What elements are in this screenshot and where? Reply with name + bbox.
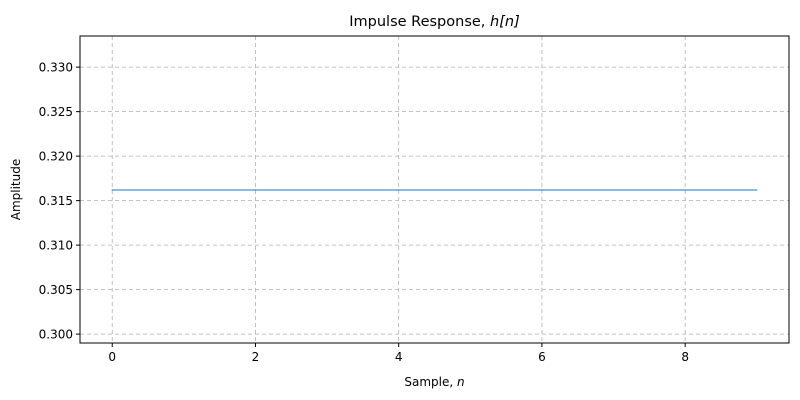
y-tick-label: 0.315	[39, 194, 73, 208]
data-point	[541, 189, 543, 191]
chart-title: Impulse Response, h[n]	[349, 14, 519, 30]
x-axis-label-text: Sample,	[404, 375, 457, 389]
chart-title-math: h[n]	[490, 14, 520, 30]
y-tick-label: 0.310	[39, 239, 73, 253]
grid	[80, 36, 789, 343]
data-point	[469, 189, 471, 191]
x-tick-label: 4	[395, 350, 403, 364]
chart-title-text: Impulse Response,	[349, 14, 490, 30]
y-tick-label: 0.300	[39, 328, 73, 342]
x-tick-label: 8	[681, 350, 689, 364]
data-point	[398, 189, 400, 191]
series-layer	[111, 189, 758, 191]
data-point	[254, 189, 257, 191]
x-tick-label: 2	[252, 350, 260, 364]
y-axis: 0.300 0.305 0.310 0.315 0.320 0.325 0.330	[39, 61, 80, 342]
y-tick-label: 0.320	[39, 150, 73, 164]
y-tick-label: 0.330	[39, 61, 73, 75]
data-point	[111, 189, 113, 191]
plot-frame	[79, 35, 790, 344]
x-axis-label: Sample, n	[404, 375, 464, 389]
data-point	[183, 189, 185, 191]
data-point	[684, 189, 686, 191]
data-point	[756, 189, 758, 191]
data-point	[326, 189, 328, 191]
x-axis: 0 2 4 6 8	[108, 343, 689, 364]
x-axis-label-math: n	[457, 375, 465, 389]
data-point	[612, 189, 615, 191]
x-tick-label: 6	[538, 350, 546, 364]
y-tick-label: 0.305	[39, 283, 73, 297]
x-tick-label: 0	[108, 350, 116, 364]
y-axis-label: Amplitude	[9, 159, 23, 221]
y-tick-label: 0.325	[39, 105, 73, 119]
